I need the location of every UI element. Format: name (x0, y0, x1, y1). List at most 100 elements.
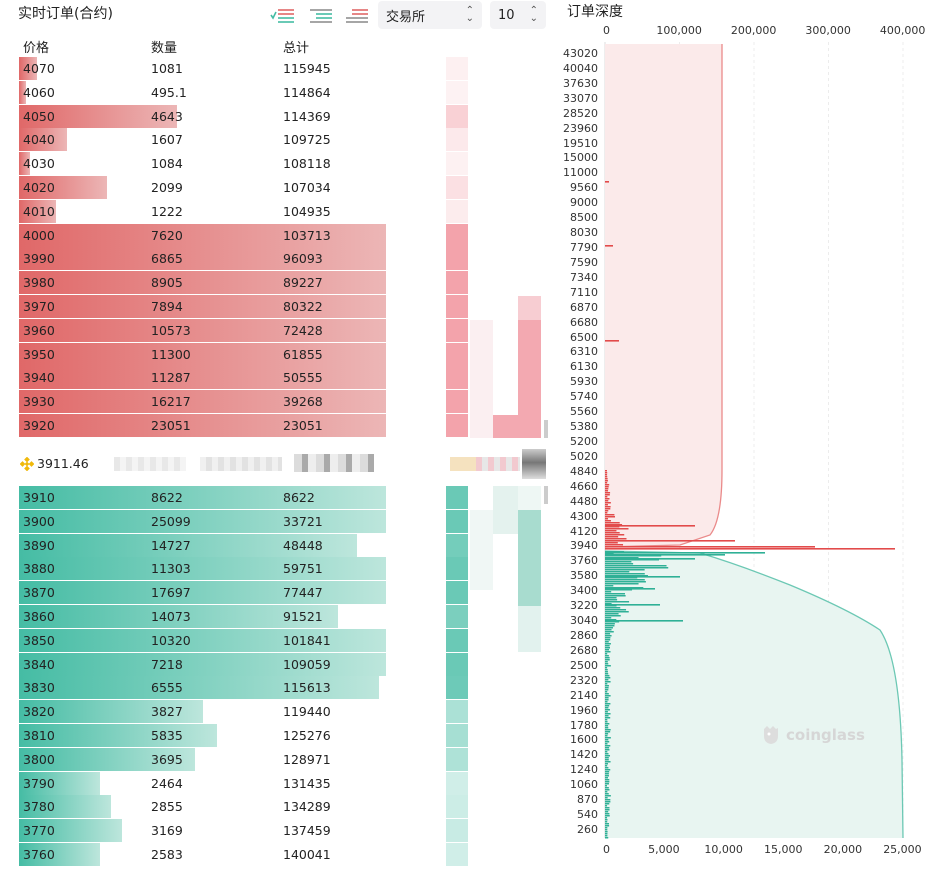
ask-depth-bar (605, 548, 895, 550)
order-both-icon[interactable] (270, 6, 296, 26)
ask-row[interactable]: 3960 10573 72428 (0, 318, 560, 342)
ask-row[interactable]: 3930 16217 39268 (0, 390, 560, 414)
ask-depth-bar (605, 245, 613, 247)
mid-price: 3911.46 (37, 456, 89, 471)
ask-qty: 7894 (151, 299, 183, 314)
bid-total: 77447 (283, 585, 323, 601)
ask-price: 3980 (23, 275, 55, 291)
bid-row[interactable]: 3770 3169 137459 (0, 819, 560, 843)
bid-row[interactable]: 3880 11303 59751 (0, 557, 560, 581)
bid-row[interactable]: 3900 25099 33721 (0, 509, 560, 533)
ask-depth-bar (605, 502, 611, 504)
bid-depth-bar (605, 823, 609, 825)
ask-row[interactable]: 4010 1222 104935 (0, 199, 560, 223)
exchange-select-value: 交易所 (386, 9, 426, 25)
price-tick-label: 1780 (570, 718, 598, 732)
bid-depth-bar (605, 583, 639, 585)
ask-row[interactable]: 3950 11300 61855 (0, 342, 560, 366)
price-tick-label: 5020 (570, 449, 598, 463)
price-tick-label: 4660 (570, 479, 598, 493)
bid-depth-bar (605, 647, 611, 649)
bid-depth-bar (605, 689, 609, 691)
bid-depth-bar (605, 805, 608, 807)
bid-total: 109059 (283, 656, 331, 672)
ask-row[interactable]: 3990 6865 96093 (0, 247, 560, 271)
bid-depth-bar (605, 611, 629, 613)
price-tick-label: 6130 (570, 360, 598, 374)
ask-row[interactable]: 3920 23051 23051 (0, 414, 560, 437)
ask-row[interactable]: 3940 11287 50555 (0, 366, 560, 390)
ask-row[interactable]: 4060 495.1 114864 (0, 80, 560, 104)
ask-row[interactable]: 4040 1607 109725 (0, 128, 560, 152)
price-tick-label: 3940 (570, 539, 598, 553)
bid-qty: 7218 (151, 656, 183, 672)
ask-row[interactable]: 4020 2099 107034 (0, 176, 560, 199)
price-tick-label: 2140 (570, 688, 598, 702)
bid-depth-bar (19, 628, 386, 652)
ask-qty: 1607 (151, 132, 183, 148)
bid-depth-bar (605, 781, 610, 783)
ask-row[interactable]: 4050 4643 114369 (0, 104, 560, 128)
bid-depth-bar (605, 821, 608, 823)
ask-qty: 1084 (151, 156, 183, 172)
bid-row[interactable]: 3780 2855 134289 (0, 795, 560, 819)
bid-row[interactable]: 3860 14073 91521 (0, 605, 560, 628)
ask-price: 4040 (23, 132, 55, 148)
bid-row[interactable]: 3890 14727 48448 (0, 533, 560, 557)
order-bids-icon[interactable] (308, 6, 334, 26)
bid-qty: 2855 (151, 799, 183, 815)
ask-depth-bar (605, 181, 609, 183)
bid-depth-bar (605, 709, 610, 711)
bid-depth-bar (605, 755, 611, 757)
bid-qty: 5835 (151, 728, 183, 743)
ask-depth-bar (605, 532, 620, 534)
bid-qty: 2583 (151, 847, 183, 862)
ask-depth-bar (19, 57, 38, 80)
ask-row[interactable]: 3980 8905 89227 (0, 271, 560, 295)
bid-depth-bar (605, 667, 608, 669)
bid-depth-bar (605, 601, 630, 603)
ask-total: 39268 (283, 394, 323, 410)
bid-depth-bar (605, 679, 609, 681)
heat-cell (470, 510, 493, 590)
bid-row[interactable]: 3800 3695 128971 (0, 747, 560, 771)
bid-depth-bar (605, 719, 608, 721)
bid-depth-bar (19, 747, 196, 771)
bid-heat-cell (446, 819, 468, 843)
bid-depth-bar (605, 625, 615, 627)
bid-depth-bar (605, 797, 608, 799)
bid-depth-bar (605, 753, 609, 755)
exchange-select[interactable]: 交易所 ⌃ ⌄ (378, 1, 482, 29)
ask-depth-bar (605, 508, 611, 510)
ask-row[interactable]: 4030 1084 108118 (0, 152, 560, 176)
bid-row[interactable]: 3810 5835 125276 (0, 724, 560, 747)
heat-cell (518, 486, 541, 510)
bid-price: 3900 (23, 513, 55, 529)
price-tick-label: 4840 (570, 464, 598, 478)
bid-row[interactable]: 3830 6555 115613 (0, 676, 560, 700)
order-asks-icon[interactable] (344, 6, 370, 26)
bid-row[interactable]: 3850 10320 101841 (0, 628, 560, 652)
bid-depth-bar (605, 597, 617, 599)
bid-row[interactable]: 3870 17697 77447 (0, 581, 560, 605)
ask-row[interactable]: 4070 1081 115945 (0, 57, 560, 80)
bid-row[interactable]: 3910 8622 8622 (0, 486, 560, 509)
blurred-cell (114, 457, 186, 471)
bid-row[interactable]: 3790 2464 131435 (0, 771, 560, 795)
depth-select[interactable]: 10 ⌃ ⌄ (490, 1, 546, 29)
ask-row[interactable]: 4000 7620 103713 (0, 223, 560, 247)
bid-row[interactable]: 3840 7218 109059 (0, 652, 560, 676)
ask-row[interactable]: 3970 7894 80322 (0, 295, 560, 318)
scrollbar-thumb[interactable] (544, 486, 548, 504)
axis-tick-label: 15,000 (764, 843, 803, 856)
bid-depth-bar (605, 787, 609, 789)
bid-qty: 10320 (151, 632, 191, 648)
bid-depth-bar (605, 731, 611, 733)
ask-qty: 495.1 (151, 84, 187, 100)
bid-depth-bar (605, 749, 610, 751)
scrollbar-thumb[interactable] (544, 420, 548, 438)
bid-row[interactable]: 3760 2583 140041 (0, 843, 560, 866)
price-tick-label: 2500 (570, 658, 598, 672)
bid-row[interactable]: 3820 3827 119440 (0, 700, 560, 724)
bid-depth-bar (605, 589, 633, 591)
